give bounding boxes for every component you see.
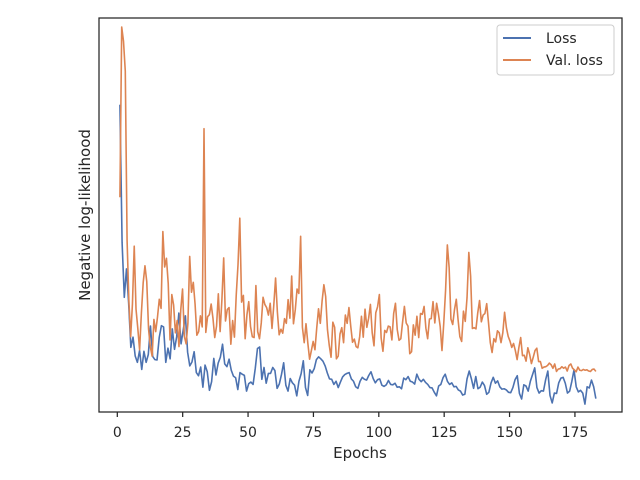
x-tick-label: 125	[431, 425, 458, 441]
x-axis-label: Epochs	[333, 444, 387, 462]
y-axis-label: Negative log-likelihood	[76, 129, 94, 301]
series-line-loss	[119, 104, 597, 405]
x-tick-label: 175	[562, 425, 589, 441]
x-tick-label: 0	[113, 425, 122, 441]
x-tick-label: 100	[365, 425, 392, 441]
x-tick-label: 25	[174, 425, 192, 441]
series-line-val-loss	[119, 26, 597, 373]
series-lines	[119, 26, 597, 405]
x-tick-label: 150	[496, 425, 523, 441]
x-tick-label: 75	[305, 425, 323, 441]
x-tick-label: 50	[239, 425, 257, 441]
plot-area	[98, 17, 623, 413]
legend: Loss Val. loss	[496, 24, 615, 76]
x-axis-ticks: 0 25 50 75 100 125 150 175	[113, 412, 588, 441]
legend-label-val-loss: Val. loss	[546, 53, 603, 69]
legend-label-loss: Loss	[546, 31, 577, 47]
